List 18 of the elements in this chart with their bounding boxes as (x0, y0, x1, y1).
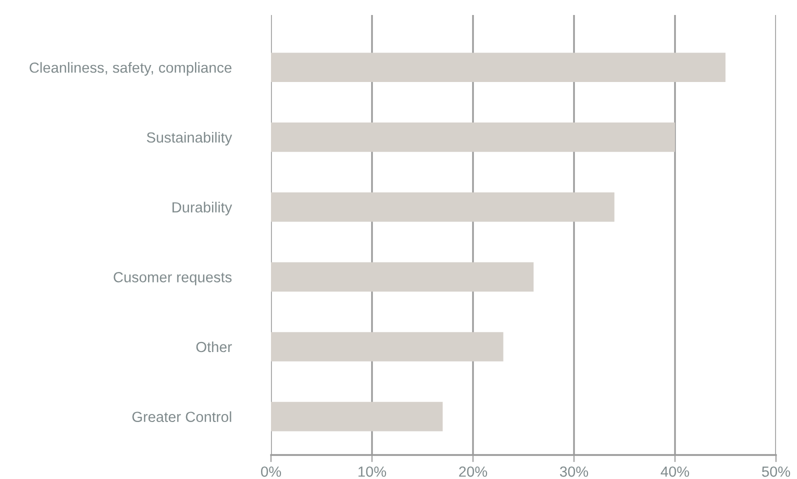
x-tick-label: 10% (358, 466, 386, 477)
y-tick-label: Durability (172, 202, 232, 216)
y-tick-label: Sustainability (146, 132, 232, 146)
x-tick-label: 40% (660, 466, 690, 477)
x-tick-label: 0% (261, 466, 282, 477)
y-tick-label: Cusomer requests (114, 272, 232, 286)
x-tick-label: 20% (459, 466, 488, 477)
x-tick-label: 50% (762, 466, 790, 477)
bar (271, 122, 675, 152)
x-tick-label: 30% (560, 466, 588, 477)
bar (271, 402, 443, 432)
y-tick-label: Greater Control (132, 411, 232, 422)
bar (271, 262, 534, 292)
bar (271, 52, 726, 82)
y-tick-label: Cleanliness, safety, compliance (30, 62, 232, 76)
y-tick-label: Other (196, 341, 232, 352)
bar (271, 192, 614, 222)
bar (271, 332, 504, 362)
